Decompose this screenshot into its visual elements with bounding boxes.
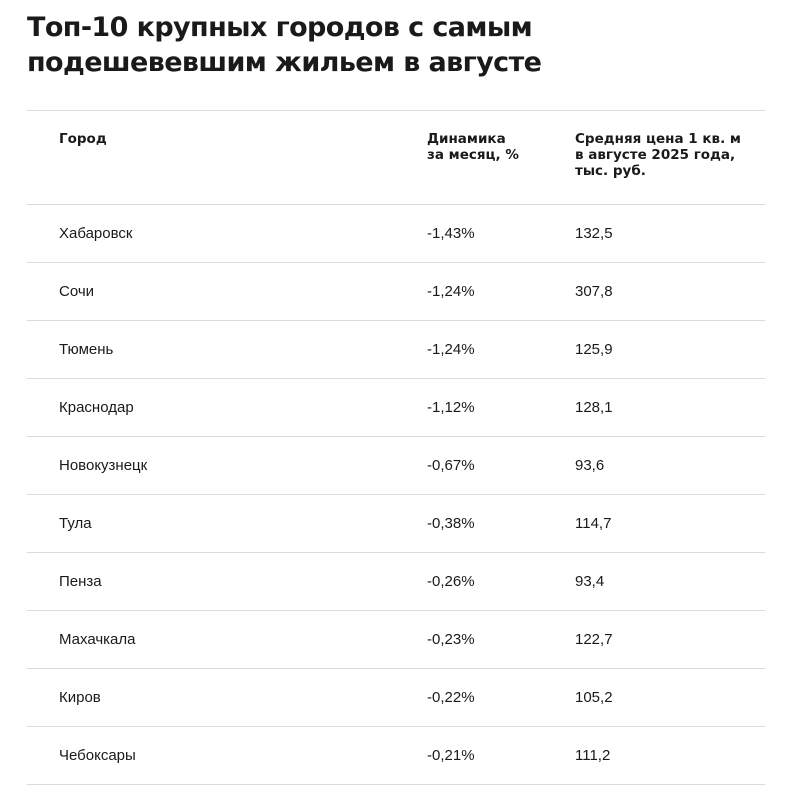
table-row: Тула -0,38% 114,7 [27, 495, 765, 553]
price-cell: 114,7 [575, 515, 612, 532]
table-row: Краснодар -1,12% 128,1 [27, 379, 765, 437]
table-row: Новокузнецк -0,67% 93,6 [27, 437, 765, 495]
table-row: Махачкала -0,23% 122,7 [27, 611, 765, 669]
table-header-row: Город Динамика за месяц, % Средняя цена … [27, 111, 765, 205]
data-table: Город Динамика за месяц, % Средняя цена … [27, 110, 765, 785]
price-cell: 105,2 [575, 689, 613, 706]
header-city: Город [59, 131, 107, 147]
header-change: Динамика за месяц, % [427, 131, 519, 163]
table-row: Чебоксары -0,21% 111,2 [27, 727, 765, 785]
city-cell: Тула [59, 515, 92, 532]
change-cell: -1,24% [427, 341, 475, 358]
city-cell: Краснодар [59, 399, 134, 416]
table-row: Киров -0,22% 105,2 [27, 669, 765, 727]
table-row: Тюмень -1,24% 125,9 [27, 321, 765, 379]
price-cell: 93,6 [575, 457, 605, 474]
change-cell: -1,12% [427, 399, 475, 416]
change-cell: -1,24% [427, 283, 475, 300]
change-cell: -0,67% [427, 457, 475, 474]
price-cell: 111,2 [575, 747, 611, 764]
change-cell: -0,23% [427, 631, 475, 648]
city-cell: Пенза [59, 573, 102, 590]
price-cell: 93,4 [575, 573, 605, 590]
city-cell: Новокузнецк [59, 457, 148, 474]
price-cell: 125,9 [575, 341, 613, 358]
city-cell: Тюмень [59, 341, 114, 358]
table-row: Сочи -1,24% 307,8 [27, 263, 765, 321]
price-cell: 307,8 [575, 283, 613, 300]
change-cell: -0,22% [427, 689, 475, 706]
table-row: Пенза -0,26% 93,4 [27, 553, 765, 611]
price-cell: 122,7 [575, 631, 613, 648]
change-cell: -0,21% [427, 747, 475, 764]
header-price: Средняя цена 1 кв. м в августе 2025 года… [575, 131, 741, 179]
city-cell: Чебоксары [59, 747, 136, 764]
change-cell: -1,43% [427, 225, 475, 242]
city-cell: Киров [59, 689, 101, 706]
price-cell: 128,1 [575, 399, 613, 416]
city-cell: Сочи [59, 283, 95, 300]
change-cell: -0,26% [427, 573, 475, 590]
change-cell: -0,38% [427, 515, 475, 532]
page-title: Топ-10 крупных городов с самым подешевев… [27, 12, 542, 78]
price-cell: 132,5 [575, 225, 613, 242]
city-cell: Хабаровск [59, 225, 133, 242]
city-cell: Махачкала [59, 631, 136, 648]
table-row: Хабаровск -1,43% 132,5 [27, 205, 765, 263]
